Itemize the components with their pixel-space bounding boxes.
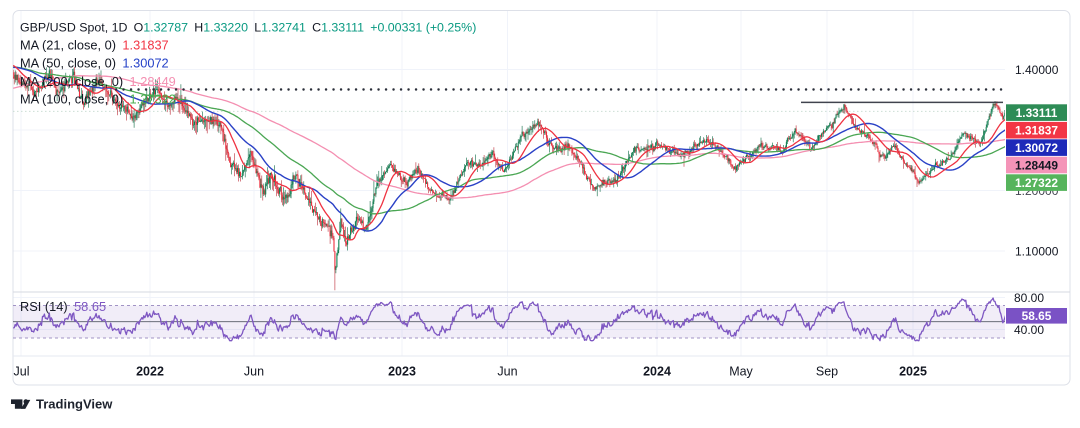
svg-text:2023: 2023 [388, 365, 416, 379]
svg-text:TradingView: TradingView [36, 397, 113, 412]
svg-text:RSI (14) 58.65: RSI (14) 58.65 [20, 299, 106, 314]
svg-text:2022: 2022 [136, 365, 164, 379]
svg-text:MA (50, close, 0) 1.30072: MA (50, close, 0) 1.30072 [20, 56, 169, 71]
svg-text:58.65: 58.65 [1022, 309, 1052, 323]
svg-text:MA (21, close, 0) 1.31837: MA (21, close, 0) 1.31837 [20, 38, 169, 53]
svg-text:Jun: Jun [244, 365, 264, 379]
svg-text:GBP/USD Spot, 1D O1.32787 H1.3: GBP/USD Spot, 1D O1.32787 H1.33220 L1.32… [20, 21, 476, 35]
svg-text:MA (200, close, 0) 1.28449: MA (200, close, 0) 1.28449 [20, 74, 176, 89]
svg-text:1.27322: 1.27322 [1015, 176, 1058, 190]
svg-text:1.10000: 1.10000 [1015, 245, 1059, 259]
svg-text:2025: 2025 [899, 365, 927, 379]
svg-text:Jul: Jul [14, 365, 30, 379]
svg-text:40.00: 40.00 [1014, 323, 1044, 337]
svg-text:1.31837: 1.31837 [1015, 124, 1058, 138]
svg-text:1.40000: 1.40000 [1015, 63, 1059, 77]
svg-text:May: May [729, 365, 753, 379]
svg-text:1.28449: 1.28449 [1015, 158, 1058, 172]
svg-text:80.00: 80.00 [1014, 291, 1044, 305]
svg-text:Sep: Sep [816, 365, 838, 379]
svg-text:1.33111: 1.33111 [1016, 106, 1058, 120]
svg-text:2024: 2024 [643, 365, 671, 379]
svg-text:1.30072: 1.30072 [1015, 141, 1058, 155]
svg-text:Jun: Jun [497, 365, 517, 379]
svg-text:MA (100, close, 0) 1.27322: MA (100, close, 0) 1.27322 [20, 92, 176, 107]
